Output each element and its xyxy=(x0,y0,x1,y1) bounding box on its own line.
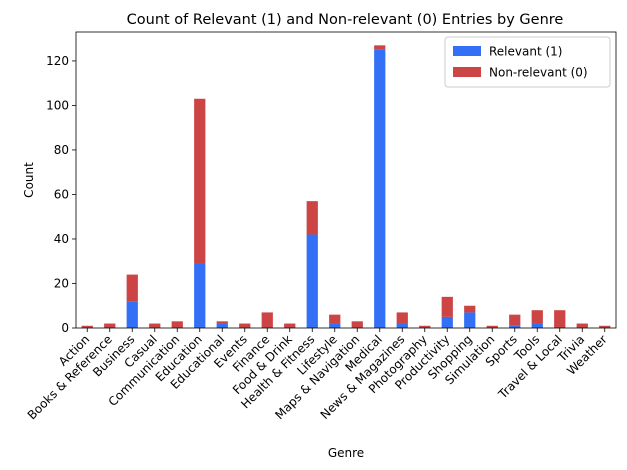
bar-non-relevant-events xyxy=(239,323,251,328)
bar-non-relevant-shopping xyxy=(464,305,476,313)
bar-relevant-shopping xyxy=(464,312,476,328)
bar-relevant-health-fitness xyxy=(306,234,318,328)
y-tick-label: 100 xyxy=(46,98,69,112)
legend-box xyxy=(444,36,611,88)
bar-non-relevant-lifestyle xyxy=(329,314,341,324)
bar-non-relevant-photography xyxy=(419,325,431,328)
bar-non-relevant-communication xyxy=(171,321,183,328)
y-axis-title: Count xyxy=(22,162,36,198)
y-tick-label: 20 xyxy=(54,276,69,290)
bar-non-relevant-simulation xyxy=(486,325,498,328)
bar-non-relevant-casual xyxy=(149,323,161,328)
bar-non-relevant-sports xyxy=(509,314,521,326)
y-tick-label: 80 xyxy=(54,143,69,157)
legend-label-relevant: Relevant (1) xyxy=(489,45,562,59)
bar-non-relevant-maps-navigation xyxy=(351,321,363,328)
bar-relevant-sports xyxy=(509,325,521,328)
bar-non-relevant-tools xyxy=(531,310,543,324)
bar-relevant-business xyxy=(126,301,138,328)
bar-non-relevant-travel-local xyxy=(554,310,566,328)
y-axis: 0 20 40 60 80 100 120 xyxy=(46,54,76,335)
bar-non-relevant-educational xyxy=(216,321,228,324)
bar-non-relevant-medical xyxy=(374,45,386,50)
legend-label-non-relevant: Non-relevant (0) xyxy=(489,66,588,80)
bar-non-relevant-health-fitness xyxy=(306,201,318,235)
legend-swatch-non-relevant xyxy=(453,67,481,77)
y-tick-label: 40 xyxy=(54,232,69,246)
bar-relevant-productivity xyxy=(441,316,453,328)
legend: Relevant (1) Non-relevant (0) xyxy=(444,36,611,88)
bar-non-relevant-business xyxy=(126,274,138,302)
bar-non-relevant-books-reference xyxy=(104,323,116,328)
bar-relevant-news-magazines xyxy=(396,323,408,328)
bar-relevant-tools xyxy=(531,323,543,328)
bar-non-relevant-finance xyxy=(261,312,273,328)
y-tick-label: 0 xyxy=(61,321,69,335)
plot-frame xyxy=(75,31,617,329)
y-tick-label: 60 xyxy=(54,187,69,201)
bar-non-relevant-action xyxy=(81,325,93,328)
bar-non-relevant-education xyxy=(194,98,206,264)
bar-non-relevant-productivity xyxy=(441,296,453,317)
x-axis-title: Genre xyxy=(328,446,364,460)
y-tick-label: 120 xyxy=(46,54,69,68)
bars-group xyxy=(81,45,611,329)
bar-non-relevant-weather xyxy=(599,325,611,328)
bar-relevant-medical xyxy=(374,49,386,329)
bar-relevant-educational xyxy=(216,323,228,328)
bar-non-relevant-food-drink xyxy=(284,323,296,328)
bar-relevant-lifestyle xyxy=(329,323,341,328)
chart-title: Count of Relevant (1) and Non-relevant (… xyxy=(127,12,564,28)
bar-non-relevant-trivia xyxy=(576,323,588,328)
legend-swatch-relevant xyxy=(453,46,481,56)
bar-relevant-education xyxy=(194,263,206,328)
bar-non-relevant-news-magazines xyxy=(396,312,408,324)
